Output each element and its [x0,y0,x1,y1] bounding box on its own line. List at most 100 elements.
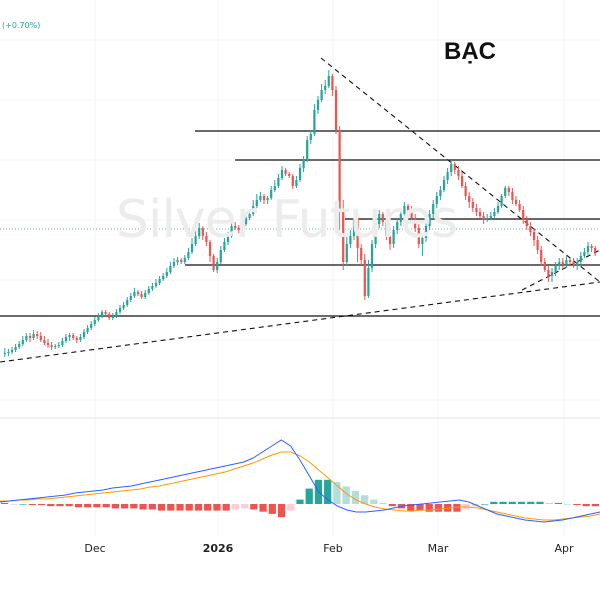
candle-body [219,250,222,262]
candle-body [28,336,32,338]
candle-body [3,353,6,354]
macd-histogram-bar [10,504,18,505]
macd-histogram-bar [582,504,590,507]
macd-histogram-bar [554,502,563,504]
candle-body [277,178,280,186]
candle-body [385,222,388,236]
macd-histogram-bar [259,504,267,512]
macd-histogram-bar [388,504,396,507]
candle-body [399,214,402,222]
macd-histogram-bar [407,504,415,511]
horizontal-levels [0,130,600,317]
candle-body [579,256,582,262]
candle-body [522,210,525,220]
candle-body [547,270,550,276]
candle-body [126,300,129,305]
trend-line [521,249,600,291]
macd-pane [0,439,600,523]
candle-body [259,196,262,200]
candle-body [255,200,258,206]
candle-body [122,305,125,308]
candle-body [18,344,21,347]
candle-body [176,260,179,262]
candle-body [486,218,489,220]
candle-body [406,206,410,210]
macd-histogram-bar [517,501,526,504]
macd-histogram-bar [536,501,544,504]
candle-body [248,214,251,218]
candle-body [460,176,464,186]
symbol-watermark: Silver Futures [116,190,458,250]
price-change-label: (+0.70%) [2,21,41,30]
candle-body [360,248,363,260]
macd-histogram-bar [268,504,276,514]
macd-histogram-bar [573,504,581,506]
candle-body [500,196,503,206]
candle-body [334,90,338,130]
candle-body [504,188,507,196]
candle-body [313,110,316,134]
candle-body [172,262,176,266]
candle-body [324,86,327,90]
candle-body [201,228,204,236]
macd-histogram-bar [425,504,433,512]
macd-histogram-bar [157,504,166,511]
candle-body [190,244,194,252]
candle-body [439,190,442,196]
candle-body [14,347,17,350]
macd-signal-line [0,451,600,521]
candle-body [64,337,68,341]
macd-histogram-bar [194,504,203,511]
candle-body [381,214,384,222]
candle-body [572,262,575,266]
candle-body [583,252,586,256]
candle-body [93,320,96,324]
candle-body [244,218,248,224]
candle-body [298,168,302,180]
candle-body [410,210,413,218]
macd-histogram-bar [333,482,341,504]
candle-body [25,336,28,340]
macd-histogram-bar [56,504,64,507]
candle-body [111,316,114,318]
candle-body [284,170,287,174]
candle-body [417,228,420,244]
candle-body [205,236,208,242]
x-tick-label: Mar [428,542,449,555]
macd-histogram-bar [102,504,110,508]
candle-body [306,140,309,160]
candle-body [496,206,500,212]
candle-body [208,242,212,256]
macd-histogram-bar [1,502,9,504]
macd-histogram-bar [121,504,129,509]
candle-body [471,202,474,208]
candle-body [46,343,50,345]
candle-body [327,76,330,86]
macd-histogram-bar [379,502,387,504]
macd-histogram-bar [28,504,36,506]
candle-body [396,222,399,230]
macd-histogram-bar [296,499,304,504]
candle-body [165,272,168,276]
x-tick-label: 2026 [203,542,234,555]
candle-body [68,335,71,337]
candle-body [280,170,284,178]
candle-body [104,312,107,314]
candle-body [302,160,305,168]
candle-body [198,228,201,236]
macd-histogram-bar [74,504,83,508]
candle-body [133,292,136,296]
candle-body [180,260,183,262]
candle-body [100,312,104,316]
candle-body [39,336,42,340]
candle-body [554,266,557,272]
candle-body [237,228,240,230]
candle-body [194,236,197,244]
candle-body [162,276,165,279]
trend-lines [0,57,600,363]
candle-body [187,252,190,258]
candle-body [342,210,345,262]
macd-histogram-bar [37,504,46,506]
trend-line [0,281,600,363]
candle-body [90,324,93,328]
